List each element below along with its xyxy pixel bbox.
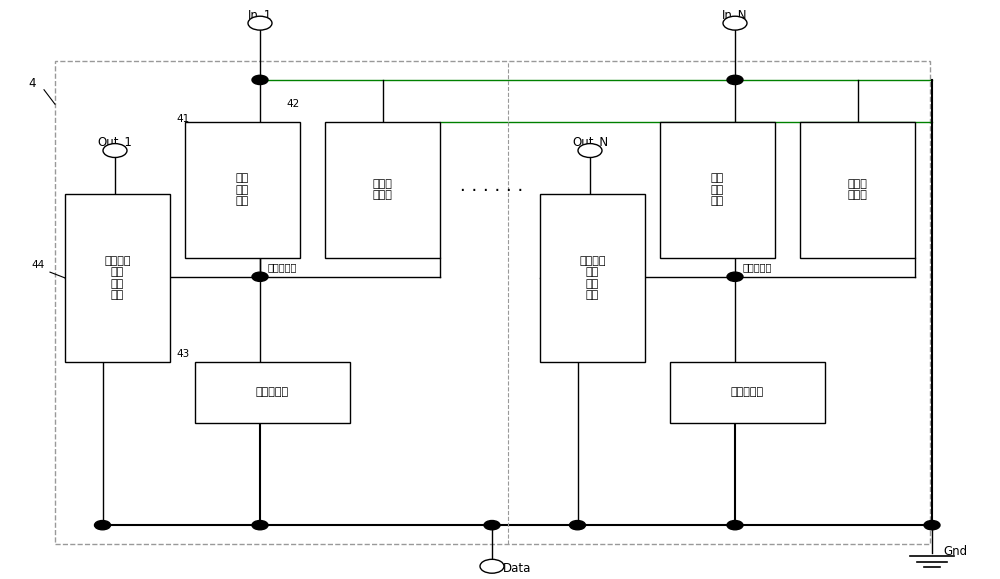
- Circle shape: [570, 521, 586, 530]
- Circle shape: [727, 521, 743, 530]
- Text: Out_N: Out_N: [572, 135, 608, 148]
- Text: 4: 4: [28, 78, 36, 90]
- Circle shape: [723, 16, 747, 30]
- Text: 43: 43: [176, 349, 190, 360]
- Text: 充放电节点: 充放电节点: [743, 262, 772, 272]
- Text: 充放电单元: 充放电单元: [256, 387, 289, 397]
- Circle shape: [252, 521, 268, 530]
- Bar: [55, 61, 930, 544]
- Text: 数据信号
写入
控制
单元: 数据信号 写入 控制 单元: [579, 255, 606, 301]
- Circle shape: [484, 521, 500, 530]
- Text: Out_1: Out_1: [98, 135, 132, 148]
- Circle shape: [727, 75, 743, 85]
- Bar: [325, 122, 440, 258]
- Circle shape: [924, 521, 940, 530]
- Text: 充放电节点: 充放电节点: [268, 262, 297, 272]
- Text: · · · · · ·: · · · · · ·: [460, 182, 524, 200]
- Text: 导通
驱动
单元: 导通 驱动 单元: [711, 173, 724, 206]
- Bar: [660, 122, 775, 258]
- Text: In_1: In_1: [248, 8, 272, 21]
- Text: In_N: In_N: [722, 8, 748, 21]
- Circle shape: [252, 75, 268, 85]
- Bar: [185, 122, 300, 258]
- Circle shape: [94, 521, 110, 530]
- Bar: [195, 362, 350, 423]
- Text: 42: 42: [286, 99, 300, 109]
- Text: 关断驱
动单元: 关断驱 动单元: [848, 179, 867, 200]
- Bar: [670, 362, 825, 423]
- Circle shape: [578, 144, 602, 157]
- Circle shape: [727, 272, 743, 281]
- Text: 41: 41: [176, 113, 190, 124]
- Bar: [540, 194, 645, 362]
- Text: 数据信号
写入
控制
单元: 数据信号 写入 控制 单元: [104, 255, 131, 301]
- Bar: [65, 194, 170, 362]
- Text: 导通
驱动
单元: 导通 驱动 单元: [236, 173, 249, 206]
- Circle shape: [252, 272, 268, 281]
- Text: 44: 44: [31, 260, 45, 270]
- Text: 充放电单元: 充放电单元: [731, 387, 764, 397]
- Text: Data: Data: [503, 562, 531, 575]
- Circle shape: [248, 16, 272, 30]
- Circle shape: [103, 144, 127, 157]
- Circle shape: [480, 559, 504, 573]
- Text: 关断驱
动单元: 关断驱 动单元: [373, 179, 392, 200]
- Bar: [800, 122, 915, 258]
- Text: Gnd: Gnd: [943, 545, 967, 558]
